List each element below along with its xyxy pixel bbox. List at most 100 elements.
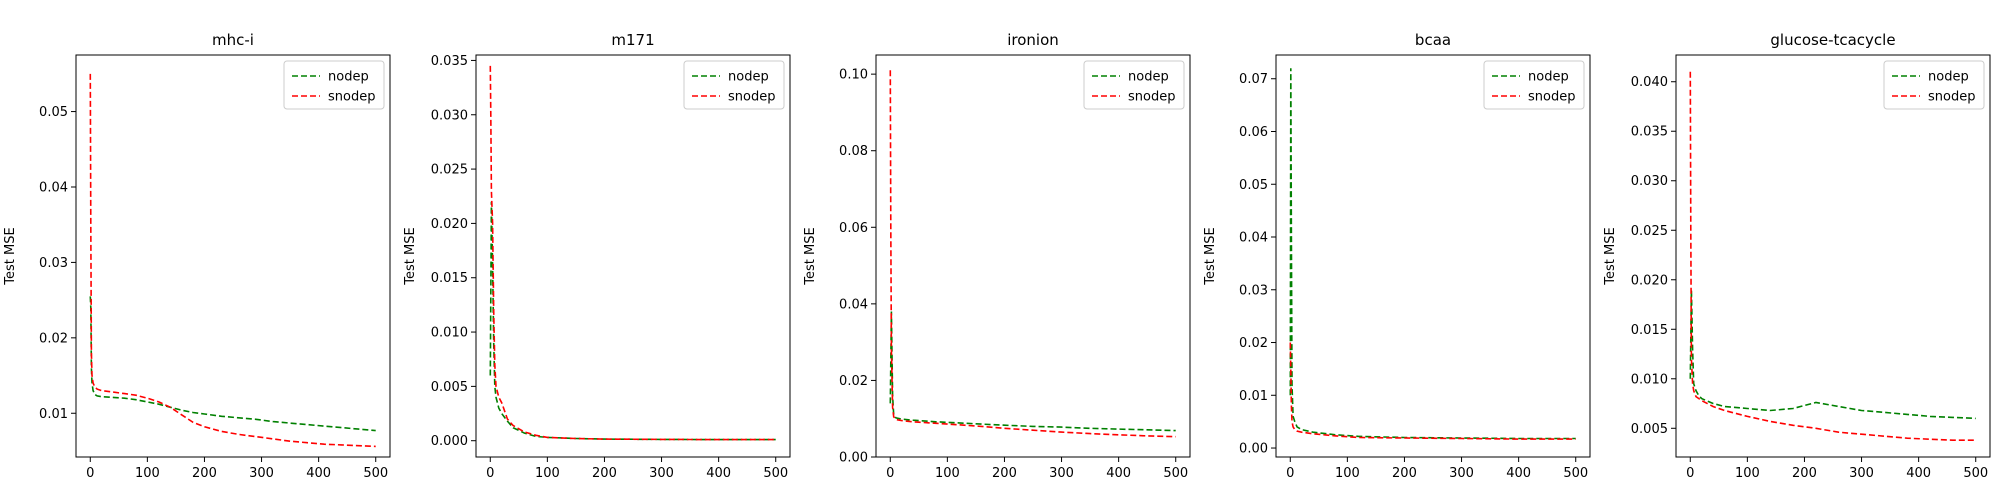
x-tick-label: 200 — [1392, 466, 1417, 481]
x-tick-label: 300 — [649, 466, 674, 481]
y-axis-label: Test MSE — [3, 227, 18, 285]
y-tick-label: 0.010 — [431, 326, 468, 341]
x-tick-label: 200 — [992, 466, 1017, 481]
y-tick-label: 0.01 — [1239, 389, 1268, 404]
legend-label-snodep: snodep — [1928, 90, 1975, 105]
y-tick-label: 0.005 — [1631, 422, 1668, 437]
y-tick-label: 0.02 — [839, 374, 868, 389]
legend-label-snodep: snodep — [1528, 90, 1575, 105]
x-tick-label: 400 — [706, 466, 731, 481]
series-line-nodep — [489, 201, 776, 441]
legend-label-snodep: snodep — [728, 90, 775, 105]
chart-title: bcaa — [1415, 31, 1451, 49]
chart-panel-4: glucose-tcacycle Test MSE 0 100 200 300 400 500… — [1603, 31, 1991, 481]
x-tick-label: 0 — [486, 466, 494, 481]
y-tick-label: 0.035 — [1631, 125, 1668, 140]
y-tick-label: 0.005 — [431, 380, 468, 395]
series-line-nodep — [889, 311, 1176, 432]
series-line-nodep — [89, 296, 376, 432]
y-tick-label: 0.04 — [39, 180, 68, 195]
y-tick-label: 0.040 — [1631, 75, 1668, 90]
y-tick-label: 0.02 — [1239, 336, 1268, 351]
x-tick-label: 400 — [1106, 466, 1131, 481]
x-tick-label: 300 — [1449, 466, 1474, 481]
x-tick-label: 100 — [535, 466, 560, 481]
x-tick-label: 300 — [1049, 466, 1074, 481]
legend-label-nodep: nodep — [1928, 70, 1969, 85]
chart-panel-3: bcaa Test MSE 0 100 200 300 400 500 0.00 0.01 0.02… — [1203, 31, 1591, 481]
legend-label-snodep: snodep — [328, 90, 375, 105]
y-tick-label: 0.025 — [431, 163, 468, 178]
y-tick-label: 0.020 — [1631, 273, 1668, 288]
chart-title: mhc-i — [212, 31, 254, 49]
series-line-snodep — [1289, 342, 1576, 440]
y-tick-label: 0.04 — [839, 297, 868, 312]
y-tick-label: 0.10 — [839, 68, 868, 83]
plot-frame — [875, 54, 1191, 458]
x-tick-label: 100 — [1335, 466, 1360, 481]
series-line-nodep — [1289, 68, 1576, 440]
x-tick-label: 400 — [306, 466, 331, 481]
x-tick-label: 200 — [592, 466, 617, 481]
legend-box — [683, 60, 785, 110]
x-tick-label: 200 — [1792, 466, 1817, 481]
plot-frame — [1675, 54, 1991, 458]
y-tick-label: 0.00 — [839, 451, 868, 466]
series-line-snodep — [489, 65, 776, 441]
legend-box — [1883, 60, 1985, 110]
x-tick-label: 0 — [1686, 466, 1694, 481]
x-tick-label: 300 — [249, 466, 274, 481]
plot-frame — [75, 54, 391, 458]
legend: nodep snodep — [1483, 60, 1585, 110]
y-tick-label: 0.01 — [39, 407, 68, 422]
chart-panel-0: mhc-i Test MSE 0 100 200 300 400 500 0.01 0.02 0.0… — [3, 31, 391, 481]
x-tick-label: 0 — [886, 466, 894, 481]
x-tick-label: 100 — [135, 466, 160, 481]
x-tick-label: 0 — [1286, 466, 1294, 481]
y-tick-label: 0.03 — [1239, 283, 1268, 298]
y-tick-label: 0.04 — [1239, 231, 1268, 246]
y-tick-label: 0.00 — [1239, 442, 1268, 457]
y-axis-label: Test MSE — [1203, 227, 1218, 285]
y-tick-label: 0.000 — [431, 434, 468, 449]
x-tick-label: 400 — [1506, 466, 1531, 481]
y-axis-label: Test MSE — [803, 227, 818, 285]
x-tick-label: 500 — [1163, 466, 1188, 481]
y-axis-label: Test MSE — [1603, 227, 1618, 285]
legend-label-nodep: nodep — [328, 70, 369, 85]
y-tick-label: 0.02 — [39, 331, 68, 346]
chart-title: glucose-tcacycle — [1770, 31, 1895, 49]
legend-box — [283, 60, 385, 110]
legend-label-nodep: nodep — [1128, 70, 1169, 85]
plot-frame — [475, 54, 791, 458]
y-tick-label: 0.015 — [431, 271, 468, 286]
legend-label-nodep: nodep — [728, 70, 769, 85]
series-line-snodep — [89, 73, 376, 448]
y-tick-label: 0.03 — [39, 256, 68, 271]
y-tick-label: 0.035 — [431, 54, 468, 69]
legend: nodep snodep — [683, 60, 785, 110]
legend-box — [1083, 60, 1185, 110]
series-line-snodep — [1689, 71, 1976, 442]
chart-title: m171 — [611, 31, 654, 49]
chart-panel-1: m171 Test MSE 0 100 200 300 400 500 0.000 0.005 0.… — [403, 31, 791, 481]
plot-frame — [1275, 54, 1591, 458]
y-tick-label: 0.030 — [1631, 174, 1668, 189]
x-tick-label: 200 — [192, 466, 217, 481]
legend: nodep snodep — [1083, 60, 1185, 110]
y-tick-label: 0.07 — [1239, 72, 1268, 87]
y-tick-label: 0.06 — [839, 221, 868, 236]
x-tick-label: 100 — [935, 466, 960, 481]
x-tick-label: 500 — [363, 466, 388, 481]
y-tick-label: 0.05 — [39, 105, 68, 120]
x-tick-label: 500 — [1563, 466, 1588, 481]
series-line-snodep — [889, 70, 1176, 438]
legend-box — [1483, 60, 1585, 110]
x-tick-label: 0 — [86, 466, 94, 481]
y-tick-label: 0.030 — [431, 108, 468, 123]
y-tick-label: 0.025 — [1631, 224, 1668, 239]
legend-label-nodep: nodep — [1528, 70, 1569, 85]
series-line-nodep — [1689, 289, 1976, 420]
chart-title: ironion — [1007, 31, 1059, 49]
